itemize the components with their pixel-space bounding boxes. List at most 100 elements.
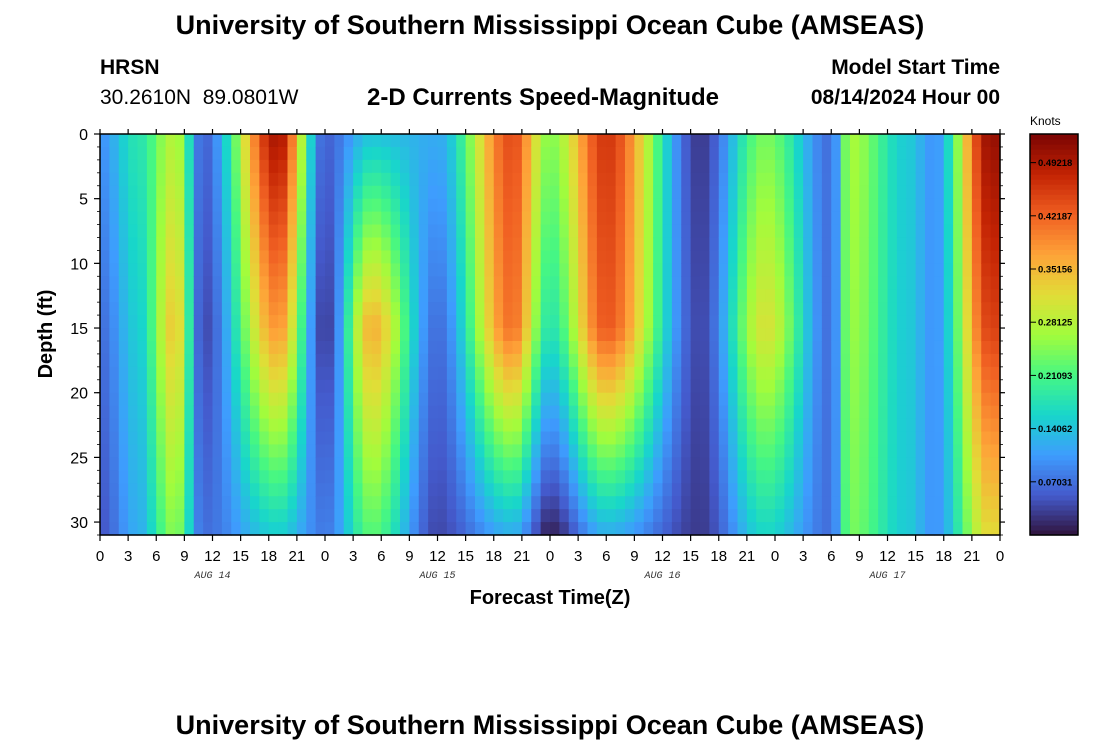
heatmap-cell [568, 509, 579, 523]
heatmap-cell [587, 379, 598, 394]
heatmap-cell [934, 366, 945, 381]
heatmap-cell [934, 315, 945, 329]
heatmap-cell [718, 250, 729, 264]
heatmap-cell [906, 224, 917, 239]
heatmap-cell [821, 470, 832, 484]
heatmap-cell [118, 302, 129, 316]
x-tick-label: 6 [602, 548, 610, 565]
heatmap-cell [287, 405, 298, 420]
heatmap-cell [709, 146, 720, 161]
heatmap-cell [587, 483, 598, 497]
heatmap-cell [240, 289, 251, 303]
heatmap-cell [625, 172, 635, 187]
heatmap-cell [437, 224, 448, 239]
heatmap-cell [456, 302, 467, 316]
colorbar-swatch [1030, 434, 1078, 441]
heatmap-cell [268, 185, 279, 200]
heatmap-cell [371, 198, 382, 213]
heatmap-cell [418, 146, 429, 161]
heatmap-cell [250, 483, 260, 497]
heatmap-cell [203, 431, 214, 446]
heatmap-cell [934, 224, 945, 239]
heatmap-cell [100, 444, 110, 458]
heatmap-cell [550, 146, 560, 161]
heatmap-cell [746, 496, 757, 510]
heatmap-cell [325, 250, 335, 264]
heatmap-cell [221, 366, 232, 381]
heatmap-cell [868, 418, 879, 433]
heatmap-cell [109, 237, 120, 252]
heatmap-cell [296, 405, 307, 420]
heatmap-cell [671, 340, 682, 355]
heatmap-cell [381, 289, 392, 303]
heatmap-cell [409, 172, 420, 187]
heatmap-cell [118, 263, 129, 277]
heatmap-cell [306, 276, 317, 290]
heatmap-cell [765, 289, 776, 303]
heatmap-cell [203, 224, 214, 239]
heatmap-cell [531, 522, 542, 536]
x-tick-label: 18 [935, 548, 952, 565]
heatmap-cell [475, 315, 485, 329]
heatmap-cell [296, 276, 307, 290]
heatmap-cell [765, 496, 776, 510]
heatmap-cell [390, 496, 401, 510]
heatmap-cell [371, 522, 382, 536]
heatmap-cell [737, 134, 748, 148]
heatmap-cell [137, 379, 148, 394]
colorbar-swatch [1030, 284, 1078, 290]
heatmap-cell [343, 315, 354, 329]
heatmap-cell [343, 263, 354, 277]
heatmap-cell [709, 418, 720, 433]
heatmap-cell [671, 211, 682, 226]
heatmap-cell [728, 146, 739, 161]
heatmap-cell [906, 379, 917, 394]
heatmap-cell [634, 340, 645, 355]
heatmap-cell [971, 302, 982, 316]
heatmap-cell [475, 340, 485, 355]
heatmap-cell [175, 276, 185, 290]
heatmap-cell [821, 276, 832, 290]
heatmap-cell [643, 276, 654, 290]
heatmap-cell [456, 289, 467, 303]
heatmap-cell [306, 250, 317, 264]
heatmap-cell [671, 405, 682, 420]
heatmap-cell [437, 146, 448, 161]
heatmap-cell [793, 185, 804, 200]
heatmap-cell [306, 509, 317, 523]
heatmap-cell [878, 496, 889, 510]
heatmap-cell [306, 496, 317, 510]
heatmap-cell [306, 379, 317, 394]
heatmap-cell [381, 198, 392, 213]
heatmap-cell [709, 522, 720, 536]
heatmap-cell [887, 159, 898, 174]
heatmap-cell [175, 457, 185, 471]
heatmap-cell [512, 522, 523, 536]
heatmap-cell [615, 496, 626, 510]
heatmap-cell [343, 496, 354, 510]
heatmap-cell [840, 159, 851, 174]
heatmap-cell [784, 496, 795, 510]
heatmap-cell [606, 496, 617, 510]
heatmap-cell [212, 146, 223, 161]
heatmap-cell [615, 185, 626, 200]
heatmap-cell [325, 444, 335, 458]
colorbar-swatch [1030, 414, 1078, 421]
heatmap-cell [896, 302, 907, 316]
heatmap-cell [559, 172, 570, 187]
colorbar-swatch [1030, 289, 1078, 295]
heatmap-cell [521, 250, 532, 264]
heatmap-cell [943, 496, 954, 510]
heatmap-cell [878, 276, 889, 290]
heatmap-cell [221, 159, 232, 174]
heatmap-cell [606, 366, 617, 381]
heatmap-cell [184, 159, 195, 174]
heatmap-cell [615, 431, 626, 446]
heatmap-cell [306, 159, 317, 174]
heatmap-cell [428, 379, 439, 394]
heatmap-cell [109, 379, 120, 394]
heatmap-cell [137, 211, 148, 226]
heatmap-cell [662, 392, 673, 407]
heatmap-cell [465, 444, 476, 458]
